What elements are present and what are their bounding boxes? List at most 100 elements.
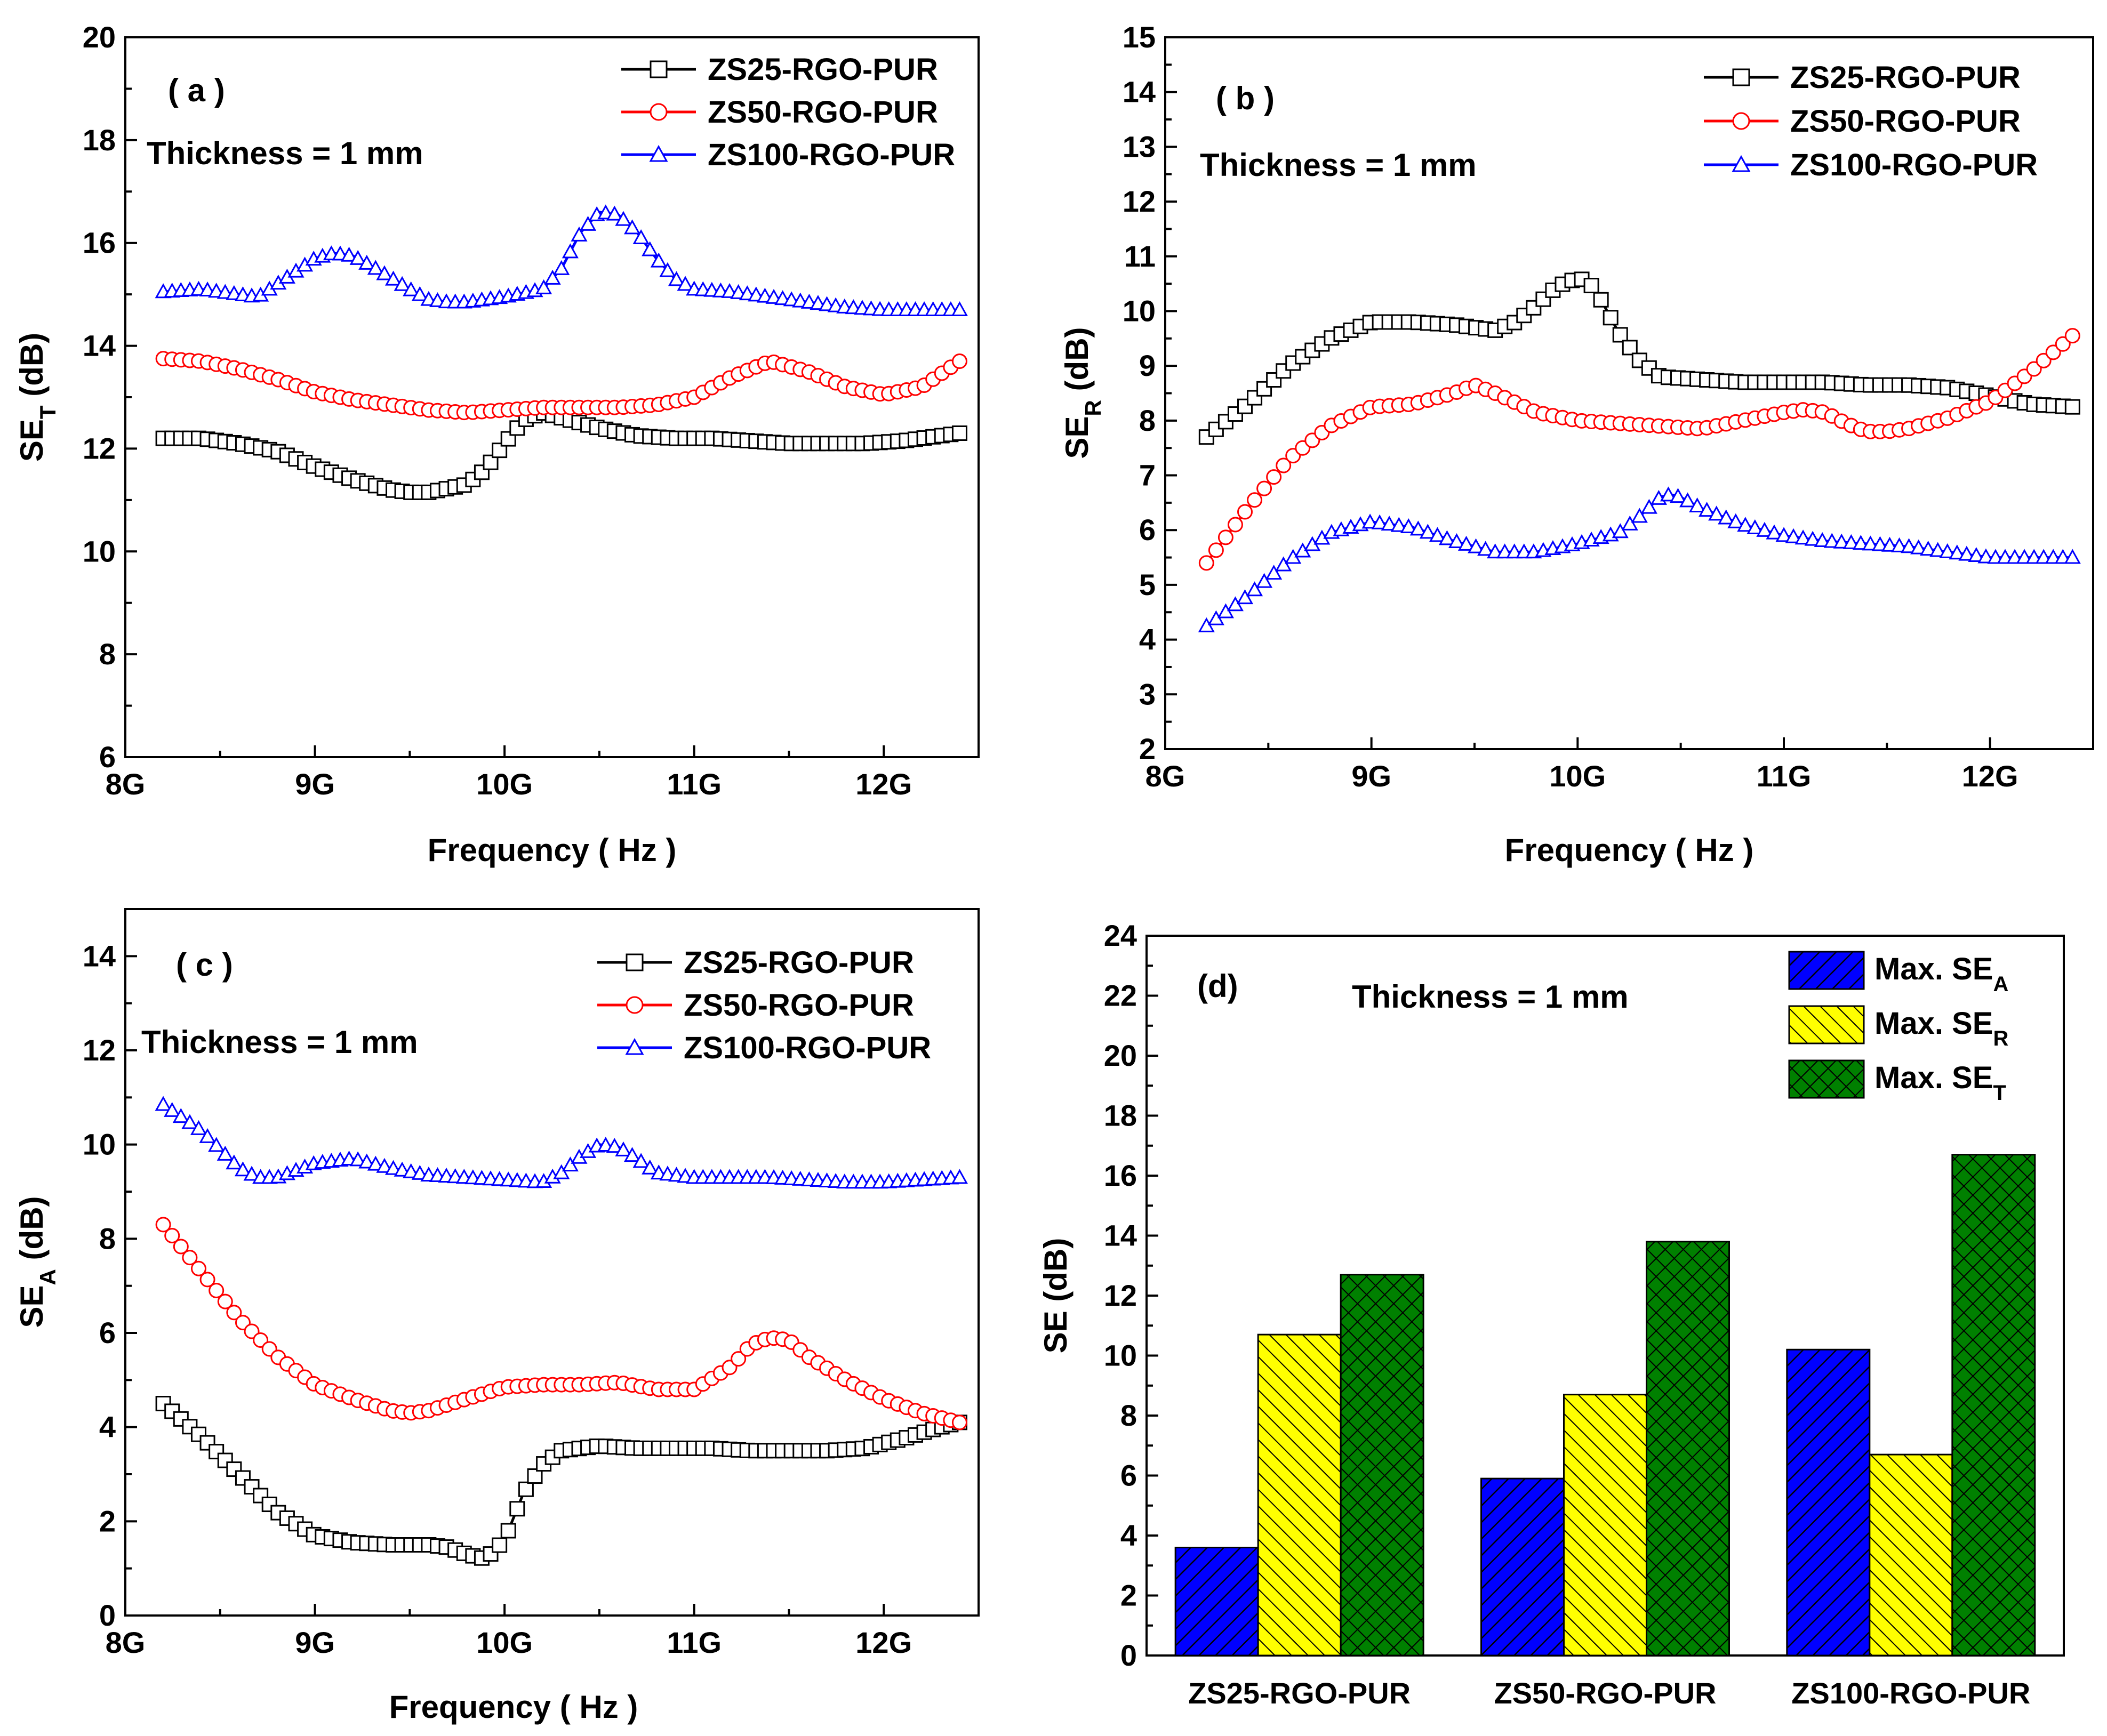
panel-d-legend-swatch-1 [1788,1005,1865,1044]
panel-c-series-zs25-rgo-pur-point-40 [509,1501,525,1517]
panel-c-series-zs100-rgo-pur-point-90 [951,1169,968,1184]
panel-b-series-zs100-rgo-pur-point-85 [2016,549,2033,564]
panel-a-ytick-label-2: 10 [83,534,116,568]
panel-c-series-zs100-rgo-pur-point-51 [606,1138,623,1153]
panel-b-legend-label-1: ZS50-RGO-PUR [1790,104,2021,139]
panel-d-ytick-label-11: 22 [1104,979,1137,1012]
panel-c-series-zs100-rgo-pur [155,1096,968,1189]
panel-b-series-zs100-rgo-pur-point-55 [1727,513,1744,528]
panel-b-series-zs100-rgo-pur-point-22 [1409,520,1427,536]
panel-a-series-zs100-rgo-pur-point-21 [341,246,358,262]
panel-b-series-zs25-rgo-pur-point-41 [1593,292,1609,308]
panel-b-ytick-label-12: 14 [1123,75,1156,109]
panel-c-ylabel-main: SE [14,1285,50,1328]
panel-d-ytick-label-12: 24 [1104,919,1137,952]
panel-a-legend-marker-0 [650,60,668,78]
panel-d-bar-zs50-rgo-pur-max-sea [1480,1477,1565,1657]
panel-b-series-zs50-rgo-pur-point-89 [2055,336,2071,352]
panel-b-ytick-label-13: 15 [1123,20,1156,54]
panel-b-ylabel-main: SE [1059,416,1095,459]
panel-b-series-zs100-rgo-pur-point-70 [1871,536,1888,551]
panel-b-series-zs100-rgo-pur-point-56 [1737,517,1754,532]
panel-a-ylabel: SET (dB) [14,333,60,462]
panel-c-xtick-label-2: 10G [476,1626,533,1659]
panel-c-ylabel-sub: A [35,1269,60,1285]
panel-d-label: (d) [1197,968,1238,1004]
panel-a-series-zs100-rgo-pur-point-27 [394,276,411,291]
panel-c-series-zs100-rgo-pur-point-46 [562,1156,579,1172]
panel-c-series-zs100-rgo-pur-point-2 [172,1108,189,1123]
panel-c-legend-marker-2 [625,1038,644,1055]
panel-d-bar-zs25-rgo-pur-max-set [1340,1274,1424,1657]
panel-b-series-zs100-rgo-pur-point-83 [1997,549,2014,564]
panel-b-series-zs50-rgo-pur-point-5 [1247,492,1263,508]
panel-b-series-zs100-rgo-pur-point-32 [1506,543,1523,559]
panel-b-series-zs100-rgo-pur-point-76 [1929,542,1946,557]
panel-c-series-zs50-rgo-pur-point-7 [217,1293,233,1309]
panel-b-series-zs100-rgo-pur-point-73 [1901,538,1918,553]
panel-c-series-zs100-rgo-pur-point-1 [164,1102,181,1117]
panel-b-xtick-label-0: 8G [1145,759,1185,793]
panel-a-series-zs100-rgo-pur-point-48 [580,215,597,231]
panel-a: 6 8 10 12 14 16 18 20 8G 9G 10G 11G 12G ( a ) Thickn… [14,20,980,868]
panel-b-series-zs100-rgo-pur-point-60 [1775,527,1792,542]
panel-b-series-zs100-rgo-pur-point-89 [2054,549,2071,564]
panel-b-ytick-label-1: 3 [1139,677,1156,711]
panel-a-series-zs100-rgo-pur-point-43 [535,279,552,294]
panel-b-series-zs100-rgo-pur-point-88 [2045,549,2062,564]
panel-c-series-zs50-rgo-pur-point-1 [164,1227,180,1243]
panel-a-series-zs50-rgo-pur-point-90 [951,353,967,369]
panel-c-legend-marker-1 [626,996,644,1014]
panel-b-series-zs100-rgo-pur-point-23 [1419,524,1436,539]
panel-b-series-zs100-rgo-pur-point-82 [1987,549,2004,564]
panel-a-legend: ZS25-RGO-PUR ZS50-RGO-PUR ZS100-RGO-PUR [621,52,955,172]
panel-a-legend-label-2: ZS100-RGO-PUR [708,138,955,172]
panel-a-series-zs100-rgo-pur-point-23 [358,254,375,270]
panel-b-series-zs50-rgo-pur-point-6 [1256,480,1272,496]
panel-b-series-zs100-rgo-pur-point-58 [1756,521,1773,537]
panel-a-series-zs100-rgo-pur-point-28 [403,281,420,296]
panel-c-series-zs100-rgo-pur-point-53 [623,1147,641,1162]
panel-b-series-zs100-rgo-pur-point-80 [1968,547,1985,562]
panel-a-series-zs100-rgo-pur-point-57 [659,262,676,277]
panel-a-ytick-label-6: 18 [83,123,116,157]
panel-c-legend-label-1: ZS50-RGO-PUR [684,988,914,1023]
panel-c-series-zs50-rgo-pur-point-4 [190,1260,206,1276]
panel-c-ytick-label-3: 6 [99,1316,116,1349]
panel-a-series-zs100-rgo-pur-point-44 [544,269,561,285]
panel-c-series-zs100-rgo-pur-point-3 [181,1114,198,1129]
panel-d-ytick-label-4: 8 [1120,1399,1137,1432]
panel-a-series-zs100-rgo-pur-point-53 [623,219,641,235]
panel-b-series-zs100-rgo-pur-point-43 [1612,523,1629,539]
panel-c-series-zs100-rgo-pur-point-29 [411,1164,428,1180]
panel-c-series-zs100-rgo-pur-point-10 [243,1166,260,1181]
panel-b-series-zs25-rgo-pur-point-42 [1603,310,1619,326]
panel-b-series-zs50-rgo-pur-point-0 [1198,555,1214,571]
panel-b-series-zs100-rgo-pur-point-20 [1390,517,1407,532]
panel-a-ytick-label-4: 14 [83,329,116,363]
panel-b-series-zs100-rgo-pur-point-84 [2006,549,2023,564]
panel-d-bar-zs100-rgo-pur-max-set [1951,1154,2036,1657]
panel-a-legend-label-0: ZS25-RGO-PUR [708,52,938,87]
panel-a-legend-marker-2 [649,144,668,162]
panel-b-series-zs50-rgo-pur-point-7 [1266,469,1282,485]
panel-b-series-zs100-rgo-pur-point-66 [1833,533,1850,549]
panel-b-series-zs50-rgo-pur [1198,328,2080,571]
panel-a-series-zs100-rgo-pur-point-26 [384,270,402,286]
panel-b-series-zs100-rgo-pur-point-21 [1400,518,1417,533]
panel-b-series-zs100-rgo-pur-point-48 [1660,486,1677,502]
panel-b-series-zs100-rgo-pur-point-33 [1516,543,1533,559]
panel-b-series-zs100-rgo-pur-point-67 [1842,534,1860,549]
panel-c-series-zs25-rgo-pur [155,1396,967,1566]
panel-b-series-zs100-rgo-pur-point-28 [1468,538,1485,553]
panel-b-series-zs100-rgo-pur-point-75 [1920,541,1937,556]
panel-b-series-zs100-rgo-pur-point-24 [1429,527,1446,542]
panel-b-series-zs100-rgo-pur-point-78 [1949,544,1966,560]
panel-b-ytick-label-7: 9 [1139,349,1156,382]
panel-b-series-zs25-rgo-pur-point-43 [1612,327,1628,343]
panel-d-ytick-label-5: 10 [1104,1339,1137,1372]
panel-a-xtick-label-1: 9G [295,767,335,801]
panel-b-ylabel-unit: (dB) [1059,327,1095,400]
